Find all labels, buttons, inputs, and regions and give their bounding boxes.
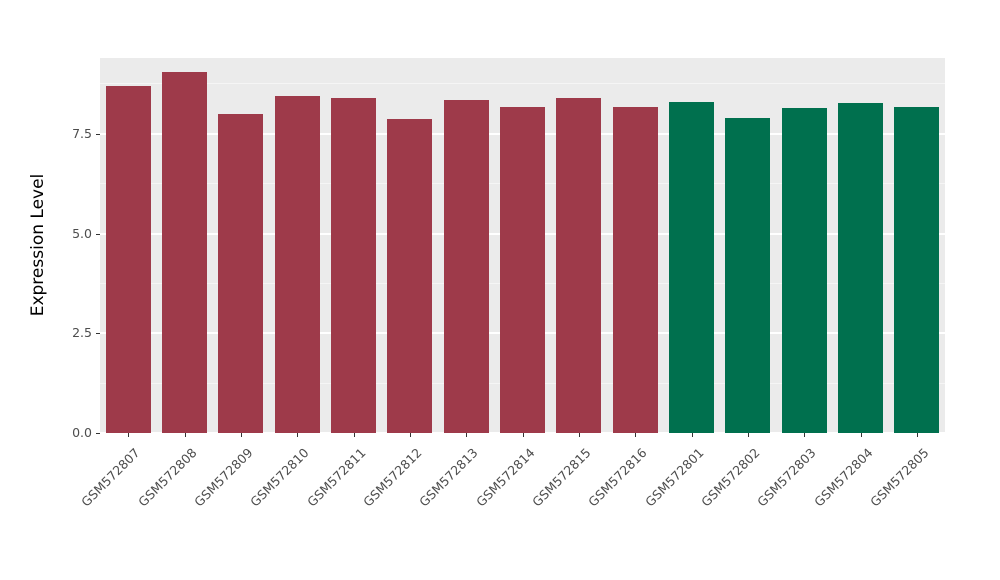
y-tick-label: 7.5 (72, 125, 92, 141)
x-tick-mark (466, 433, 468, 437)
x-tick-label: GSM572802 (697, 445, 763, 510)
bar-GSM572812 (387, 119, 433, 433)
x-tick-mark (916, 433, 918, 437)
bar-GSM572808 (161, 71, 208, 433)
x-tick-label: GSM572809 (190, 445, 256, 510)
x-tick-mark (297, 433, 299, 437)
y-tick-label: 0.0 (72, 425, 92, 440)
x-tick-label: GSM572805 (866, 445, 932, 510)
x-tick-mark (184, 433, 186, 437)
x-tick-label: GSM572801 (641, 445, 707, 510)
bar-GSM572802 (725, 117, 771, 433)
y-axis-title: Expression Level (28, 173, 48, 317)
x-tick-label: GSM572816 (585, 445, 650, 510)
x-tick-label: GSM572804 (810, 445, 876, 510)
x-tick-label: GSM572810 (247, 445, 312, 510)
bar-GSM572810 (274, 95, 320, 433)
y-tick-mark (96, 133, 100, 135)
bar-GSM572809 (218, 113, 264, 433)
x-tick-label: GSM572803 (754, 445, 819, 510)
x-tick-label: GSM572807 (78, 445, 143, 510)
y-tick-mark (96, 433, 100, 434)
bar-GSM572813 (443, 99, 489, 433)
bar-GSM572815 (556, 97, 602, 433)
bar-GSM572814 (499, 107, 546, 433)
x-tick-mark (409, 433, 411, 437)
bar-GSM572803 (781, 107, 827, 433)
gridline-minor (100, 83, 945, 85)
bar-GSM572816 (612, 107, 658, 433)
y-tick-mark (96, 233, 100, 235)
x-tick-mark (691, 433, 693, 437)
bar-GSM572801 (668, 101, 715, 433)
x-tick-mark (353, 433, 355, 437)
x-tick-mark (804, 433, 806, 437)
bar-GSM572811 (330, 97, 377, 433)
x-tick-mark (578, 433, 580, 437)
y-tick-mark (96, 333, 100, 335)
bar-GSM572804 (837, 102, 884, 433)
x-tick-mark (747, 433, 749, 437)
x-tick-label: GSM572812 (359, 445, 425, 510)
x-tick-mark (860, 433, 862, 437)
y-tick-label: 5.0 (72, 225, 92, 241)
bar-GSM572807 (105, 85, 151, 433)
x-tick-label: GSM572813 (416, 445, 481, 510)
x-tick-label: GSM572815 (528, 445, 594, 510)
bar-GSM572805 (894, 106, 940, 433)
x-tick-mark (522, 433, 524, 437)
x-tick-mark (635, 433, 637, 437)
x-tick-label: GSM572811 (303, 445, 369, 510)
x-tick-label: GSM572814 (472, 445, 538, 510)
y-tick-label: 2.5 (72, 325, 92, 341)
x-tick-mark (240, 433, 242, 437)
x-tick-mark (128, 433, 130, 437)
plot-panel (100, 58, 945, 434)
x-tick-label: GSM572808 (134, 445, 200, 510)
